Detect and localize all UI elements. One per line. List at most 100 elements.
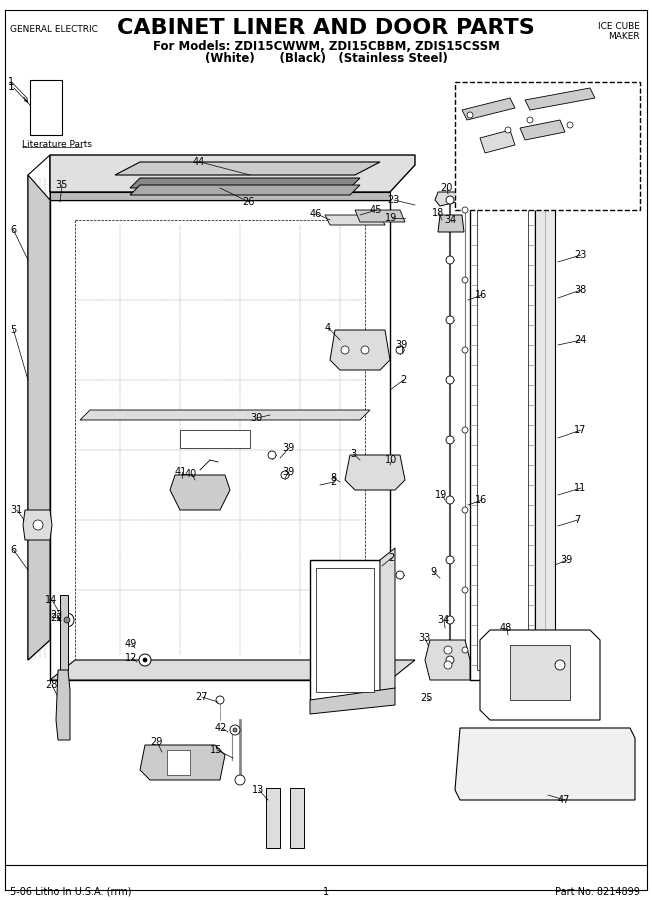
Text: STAINLESS MODEL: STAINLESS MODEL [460,90,543,99]
Polygon shape [345,455,405,490]
Text: 15: 15 [210,745,222,755]
Text: 18: 18 [432,208,444,218]
Text: 1: 1 [8,82,15,92]
Text: 1: 1 [8,77,14,87]
Bar [290,788,304,848]
Bar [180,430,250,448]
Circle shape [64,617,70,623]
Text: 29: 29 [150,737,162,747]
Text: 19: 19 [435,490,447,500]
Text: 39: 39 [282,443,294,453]
Polygon shape [455,728,635,800]
Text: MAKER: MAKER [608,32,640,41]
Polygon shape [355,210,405,222]
Text: 7: 7 [574,515,580,525]
Polygon shape [130,185,360,195]
Circle shape [462,647,468,653]
Circle shape [527,117,533,123]
Text: Literature Parts: Literature Parts [22,140,92,149]
Polygon shape [50,155,415,192]
Text: 2: 2 [400,375,406,385]
Circle shape [462,587,468,593]
Text: 13: 13 [252,785,264,795]
Text: 19: 19 [385,213,397,223]
Bar [477,205,528,670]
Text: 30: 30 [250,413,262,423]
Circle shape [467,112,473,118]
Text: 39: 39 [282,467,294,477]
Circle shape [446,436,454,444]
Polygon shape [23,510,52,540]
Circle shape [33,520,43,530]
Polygon shape [140,745,225,780]
Polygon shape [80,410,370,420]
Text: 11: 11 [574,483,586,493]
Text: 31: 31 [10,505,22,515]
Text: 24: 24 [574,335,586,345]
Text: 36: 36 [555,142,567,152]
Text: 25: 25 [420,693,432,703]
Polygon shape [325,215,385,225]
FancyBboxPatch shape [455,82,640,210]
Polygon shape [425,640,470,680]
Circle shape [446,316,454,324]
Text: 4: 4 [325,323,331,333]
Text: 33: 33 [418,633,430,643]
Text: 5: 5 [10,325,16,335]
Circle shape [396,571,404,579]
Text: 48: 48 [500,623,512,633]
Polygon shape [50,660,415,680]
Circle shape [366,571,374,579]
Polygon shape [170,475,230,510]
Circle shape [446,256,454,264]
Text: 44: 44 [193,157,205,167]
Text: GENERAL ELECTRIC: GENERAL ELECTRIC [10,25,98,34]
Text: For Models: ZDI15CWWM, ZDI15CBBM, ZDIS15CSSM: For Models: ZDI15CWWM, ZDI15CBBM, ZDIS15… [153,40,499,53]
Polygon shape [115,162,380,175]
Circle shape [505,127,511,133]
Text: (White)      (Black)   (Stainless Steel): (White) (Black) (Stainless Steel) [205,52,447,65]
Circle shape [281,471,289,479]
Text: 38: 38 [574,285,586,295]
Text: 5-06 Litho In U.S.A. (rrm): 5-06 Litho In U.S.A. (rrm) [10,887,132,897]
Polygon shape [310,688,395,714]
Circle shape [446,376,454,384]
Text: 37: 37 [598,118,610,128]
Circle shape [446,496,454,504]
Circle shape [446,616,454,624]
Polygon shape [435,192,465,206]
Text: 6: 6 [10,545,16,555]
Text: 26: 26 [242,197,254,207]
Text: 40: 40 [185,469,198,479]
Polygon shape [480,130,515,153]
Circle shape [446,196,454,204]
Text: 22: 22 [50,610,63,620]
Circle shape [444,646,452,654]
Polygon shape [380,548,395,700]
Circle shape [462,427,468,433]
Polygon shape [520,120,565,140]
Circle shape [143,658,147,662]
Circle shape [462,507,468,513]
Text: 34: 34 [437,615,449,625]
Polygon shape [438,215,464,232]
Polygon shape [60,595,68,670]
Text: 8: 8 [330,473,336,483]
Polygon shape [50,200,390,680]
Circle shape [446,656,454,664]
Text: 3: 3 [350,449,356,459]
Text: 23: 23 [574,250,586,260]
Text: 39: 39 [395,340,408,350]
Circle shape [216,696,224,704]
Text: 34: 34 [444,215,456,225]
Circle shape [60,613,74,627]
Text: 32: 32 [598,92,610,102]
Text: 23: 23 [387,195,400,205]
Polygon shape [535,195,555,680]
Text: 6: 6 [10,225,16,235]
Text: 16: 16 [475,290,487,300]
Circle shape [555,660,565,670]
Bar [510,645,570,700]
Text: 1: 1 [323,887,329,897]
Text: 35: 35 [55,180,67,190]
